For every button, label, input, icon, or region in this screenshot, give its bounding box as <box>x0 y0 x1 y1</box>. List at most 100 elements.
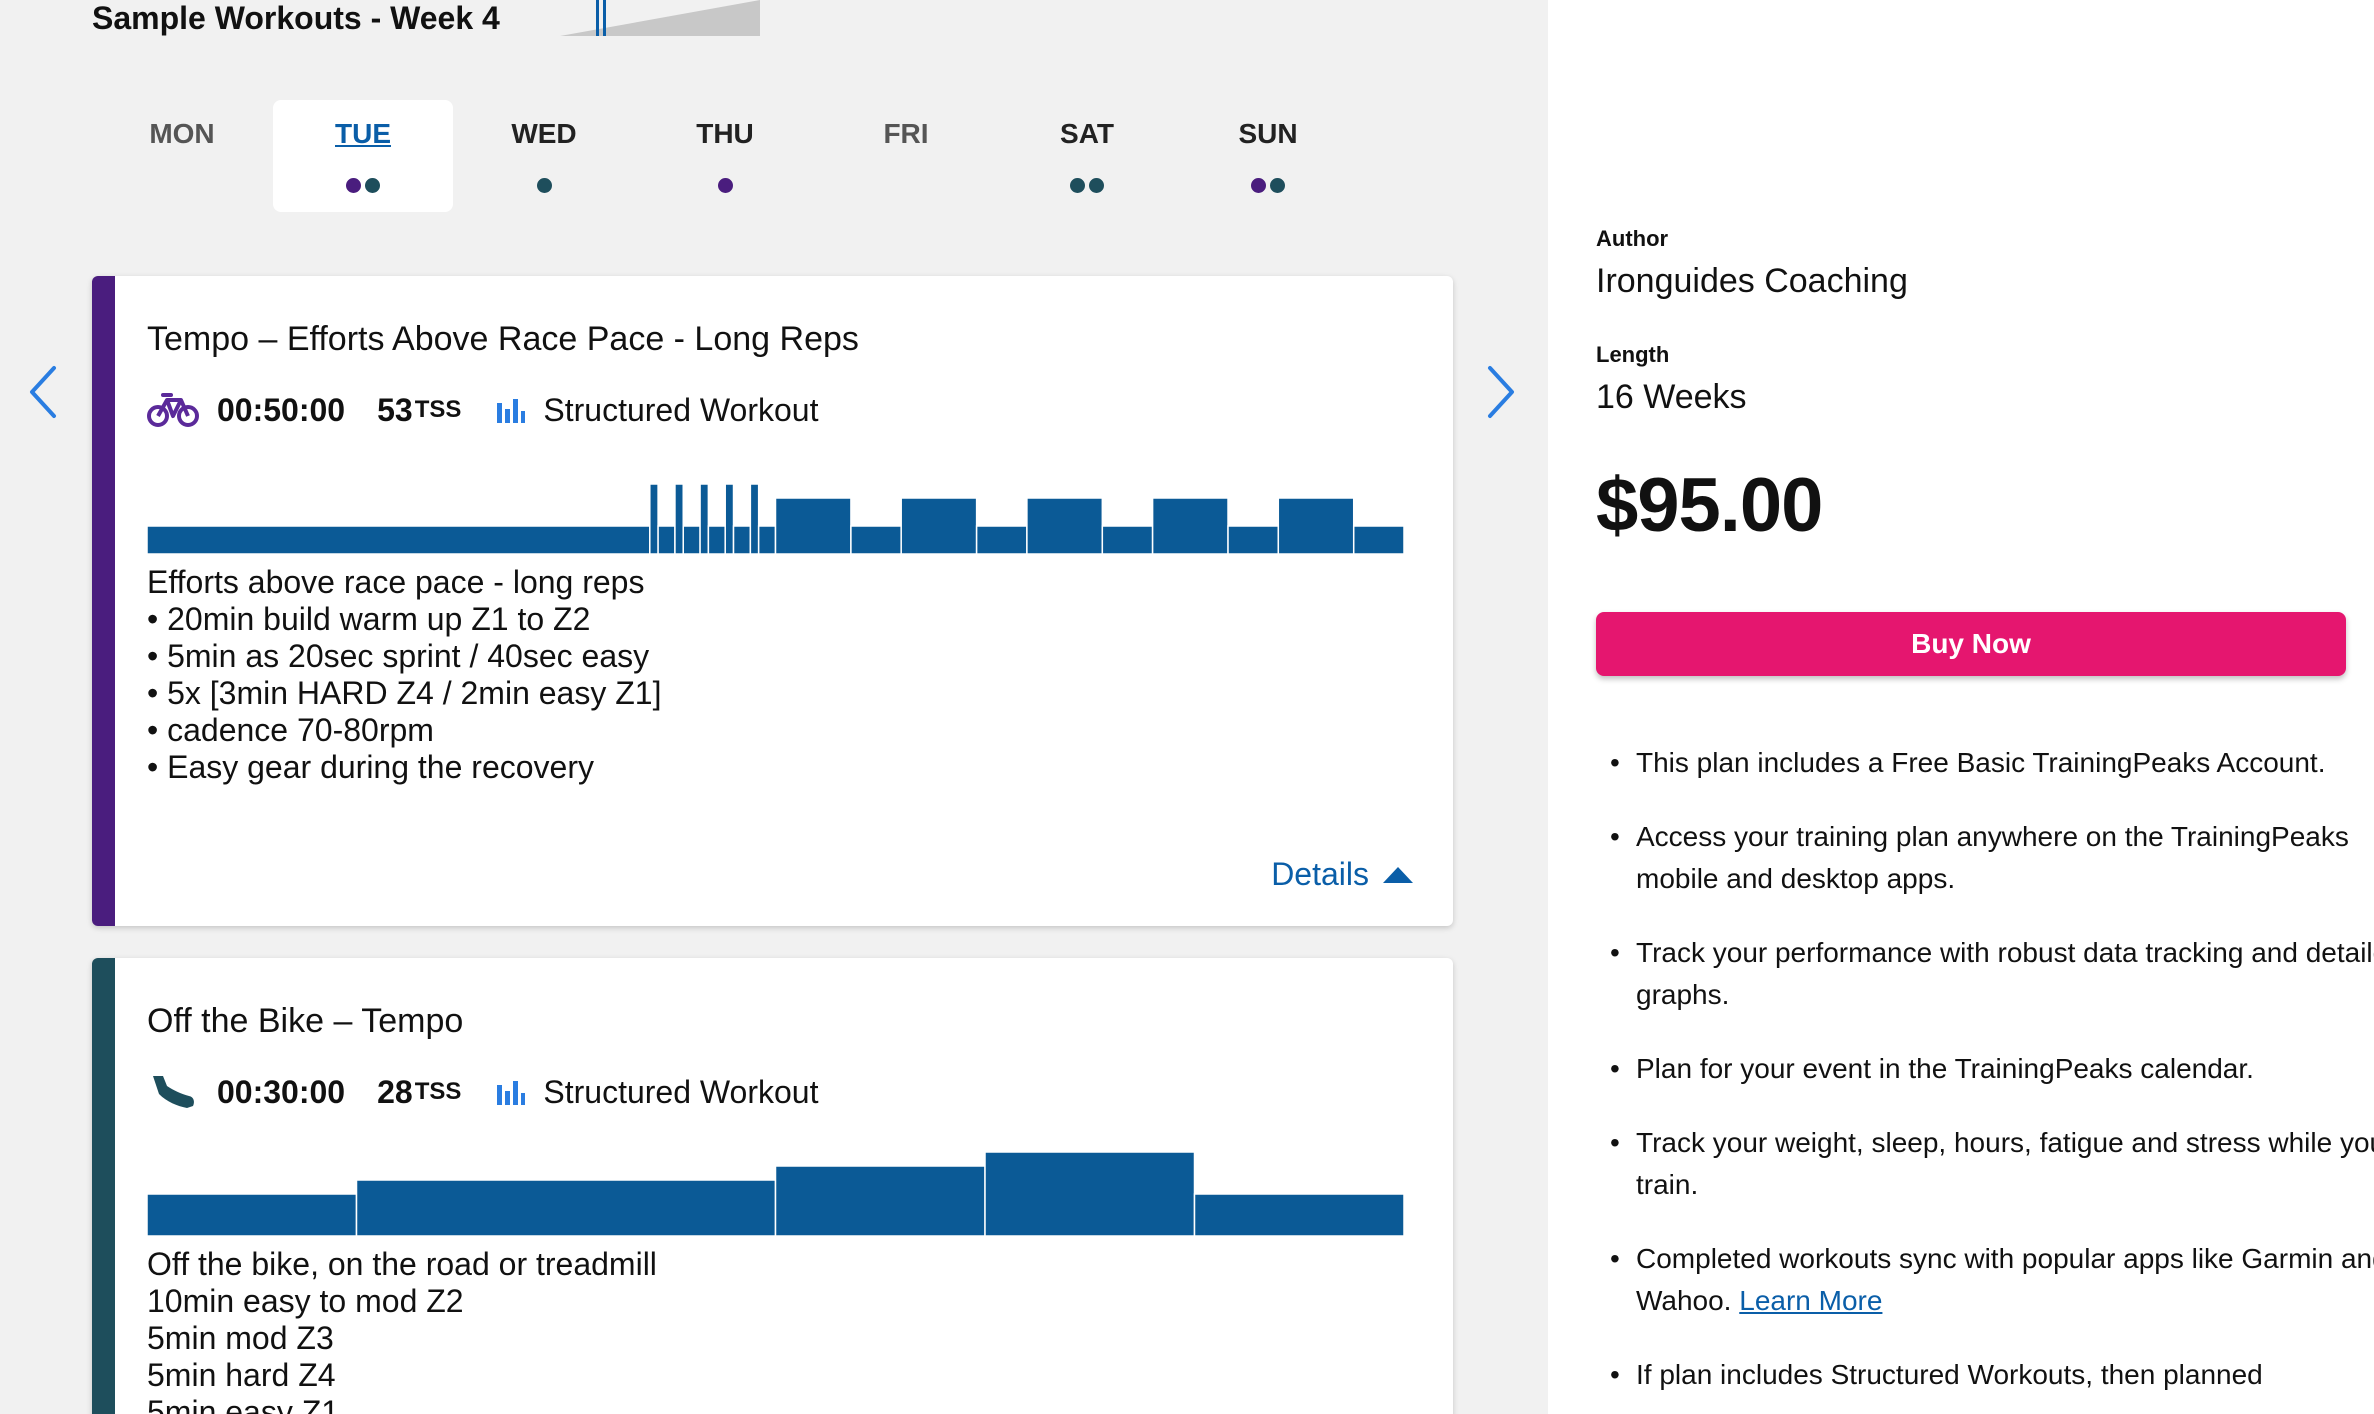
workout-type: Structured Workout <box>543 391 819 428</box>
workout-dot <box>1089 178 1104 193</box>
previous-arrow-icon[interactable] <box>24 362 64 422</box>
workout-dot <box>365 178 380 193</box>
description-line: • cadence 70-80rpm <box>147 712 434 748</box>
day-label: TUE <box>335 118 391 149</box>
feature-item: Plan for your event in the TrainingPeaks… <box>1610 1048 2374 1090</box>
workout-meta: 00:30:00 28 TSS Structured Workout <box>147 1070 818 1114</box>
learn-more-link[interactable]: Learn More <box>1739 1285 1883 1316</box>
bar-chart-icon <box>497 1081 526 1105</box>
day-tab-wed[interactable]: WED <box>454 100 634 212</box>
workout-profile-chart <box>147 483 1404 554</box>
feature-item: Access your training plan anywhere on th… <box>1610 816 2374 900</box>
day-label: FRI <box>883 118 929 149</box>
workout-dots <box>454 178 634 193</box>
author-name: Ironguides Coaching <box>1596 262 1908 300</box>
workout-tss: 53 <box>377 391 413 428</box>
bar-chart-icon <box>497 399 526 423</box>
workout-description: Efforts above race pace - long reps • 20m… <box>147 564 661 786</box>
profile-interval-bar <box>657 525 676 554</box>
day-tab-mon[interactable]: MON <box>92 100 272 212</box>
workout-duration: 00:30:00 <box>217 1073 346 1110</box>
workout-dot <box>346 178 361 193</box>
workout-dots <box>273 178 453 193</box>
workout-tss: 28 <box>377 1073 413 1110</box>
day-label: THU <box>696 118 754 149</box>
profile-interval-bar <box>732 525 752 554</box>
feature-list: This plan includes a Free Basic Training… <box>1596 742 2374 1414</box>
workout-profile-chart <box>147 1152 1404 1236</box>
tss-unit: TSS <box>414 1078 462 1105</box>
day-tab-thu[interactable]: THU <box>635 100 815 212</box>
day-tab-sun[interactable]: SUN <box>1178 100 1358 212</box>
feature-item: Track your performance with robust data … <box>1610 932 2374 1016</box>
profile-interval-bar <box>1227 525 1280 554</box>
workout-dot <box>1251 178 1266 193</box>
profile-interval-bar <box>649 483 659 554</box>
profile-interval-bar <box>707 525 726 554</box>
profile-interval-bar <box>682 525 701 554</box>
workout-dot <box>1270 178 1285 193</box>
profile-interval-bar <box>1193 1193 1404 1236</box>
profile-interval-bar <box>355 1179 777 1236</box>
day-tab-fri[interactable]: FRI <box>816 100 996 212</box>
feature-item: Track your weight, sleep, hours, fatigue… <box>1610 1122 2374 1206</box>
day-label: SUN <box>1238 118 1298 149</box>
description-line: • 5x [3min HARD Z4 / 2min easy Z1] <box>147 675 662 711</box>
workout-description: Off the bike, on the road or treadmill 10… <box>147 1246 657 1414</box>
description-line: Off the bike, on the road or treadmill <box>147 1246 657 1282</box>
feature-item: This plan includes a Free Basic Training… <box>1610 742 2374 784</box>
profile-interval-bar <box>674 483 684 554</box>
details-label: Details <box>1271 856 1369 892</box>
profile-interval-bar <box>900 497 978 554</box>
workout-duration: 00:50:00 <box>217 391 346 428</box>
description-line: Efforts above race pace - long reps <box>147 564 645 600</box>
week-title: Sample Workouts - Week 4 <box>92 0 500 36</box>
workout-dot <box>536 178 552 193</box>
profile-interval-bar <box>699 483 710 554</box>
week-progress-graphic <box>560 0 760 36</box>
description-line: • 5min as 20sec sprint / 40sec easy <box>147 638 650 674</box>
feature-item: If plan includes Structured Workouts, th… <box>1610 1354 2374 1396</box>
workout-dot <box>717 178 733 193</box>
workout-card: Tempo – Efforts Above Race Pace - Long R… <box>92 276 1453 926</box>
description-line: 5min hard Z4 <box>147 1357 336 1393</box>
profile-interval-bar <box>850 525 902 554</box>
workout-meta: 00:50:00 53 TSS Structured Workout <box>147 388 818 432</box>
profile-interval-bar <box>975 525 1028 554</box>
workout-dots <box>635 178 815 193</box>
run-shoe-icon <box>153 1076 194 1108</box>
caret-up-icon <box>1383 866 1413 883</box>
workout-dots <box>1178 178 1358 193</box>
profile-interval-bar <box>774 1165 986 1236</box>
profile-interval-bar <box>757 525 777 554</box>
workout-title: Tempo – Efforts Above Race Pace - Long R… <box>147 320 859 358</box>
workout-dots <box>997 178 1177 193</box>
tss-unit: TSS <box>414 396 462 423</box>
bike-icon <box>147 393 199 427</box>
profile-interval-bar <box>724 483 735 554</box>
details-toggle[interactable]: Details <box>1271 856 1413 893</box>
profile-interval-bar <box>1026 497 1104 554</box>
day-label: WED <box>511 118 577 149</box>
plan-length: 16 Weeks <box>1596 378 1747 416</box>
plan-sidebar: Author Ironguides Coaching Length 16 Wee… <box>1548 0 2374 1414</box>
buy-now-button[interactable]: Buy Now <box>1596 612 2346 676</box>
workout-title: Off the Bike – Tempo <box>147 1002 464 1040</box>
workouts-pane: Sample Workouts - Week 4 MON TUE WED THU… <box>0 0 1548 1414</box>
length-label: Length <box>1596 342 1670 367</box>
profile-interval-bar <box>774 497 852 554</box>
profile-interval-bar <box>749 483 760 554</box>
description-line: 5min easy Z1 <box>147 1394 340 1414</box>
profile-interval-bar <box>1277 497 1355 554</box>
profile-interval-bar <box>1151 497 1229 554</box>
feature-item: Completed workouts sync with popular app… <box>1610 1238 2374 1322</box>
workout-dot <box>1070 178 1085 193</box>
day-tab-tue[interactable]: TUE <box>273 100 453 212</box>
workout-card: Off the Bike – Tempo 00:30:00 28 TSS Str… <box>92 958 1453 1414</box>
sport-color-bar <box>92 958 115 1414</box>
day-label: MON <box>149 118 215 149</box>
profile-interval-bar <box>1352 525 1404 554</box>
profile-interval-bar <box>147 525 651 554</box>
next-arrow-icon[interactable] <box>1480 362 1520 422</box>
day-tab-sat[interactable]: SAT <box>997 100 1177 212</box>
